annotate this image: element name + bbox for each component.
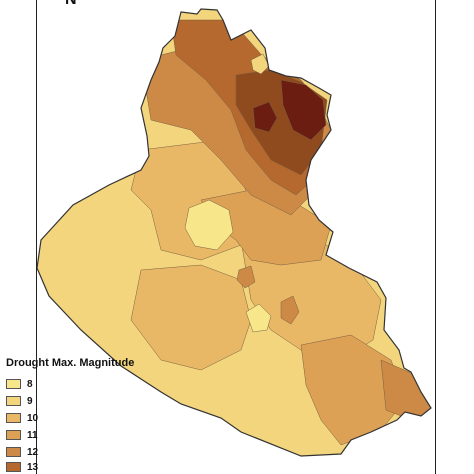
map-frame: N: [36, 0, 436, 474]
zone-15-core-west: [252, 101, 278, 133]
zone-12-dot-2: [236, 265, 256, 289]
legend-swatch: [6, 430, 21, 440]
zone-12-south: [380, 359, 431, 421]
zone-15-core-east: [280, 79, 327, 141]
legend-title: Drought Max. Magnitude: [6, 357, 135, 369]
legend-label: 12: [27, 446, 39, 458]
legend-swatch: [6, 447, 21, 457]
legend-item: 13: [6, 460, 38, 474]
north-arrow-label: N: [65, 0, 77, 9]
legend-item: 9: [6, 394, 33, 408]
zone-8-west-patch: [184, 199, 234, 251]
legend-label: 13: [27, 461, 39, 473]
legend-item: 8: [6, 377, 33, 391]
zone-8-north-patch: [250, 53, 270, 75]
legend-item: 11: [6, 428, 38, 442]
legend-swatch: [6, 396, 21, 406]
legend-swatch: [6, 462, 21, 472]
legend-label: 10: [27, 412, 39, 424]
legend-item: 10: [6, 411, 38, 425]
legend-label: 9: [27, 395, 33, 407]
legend-swatch: [6, 413, 21, 423]
zone-10-southwest: [130, 264, 252, 371]
legend-label: 11: [27, 429, 38, 441]
legend-swatch: [6, 379, 21, 389]
legend-label: 8: [27, 378, 33, 390]
zone-12-dot: [280, 295, 300, 325]
zone-8-central-patch: [245, 303, 272, 333]
drought-magnitude-map: [37, 8, 432, 457]
legend-item: 12: [6, 445, 38, 459]
